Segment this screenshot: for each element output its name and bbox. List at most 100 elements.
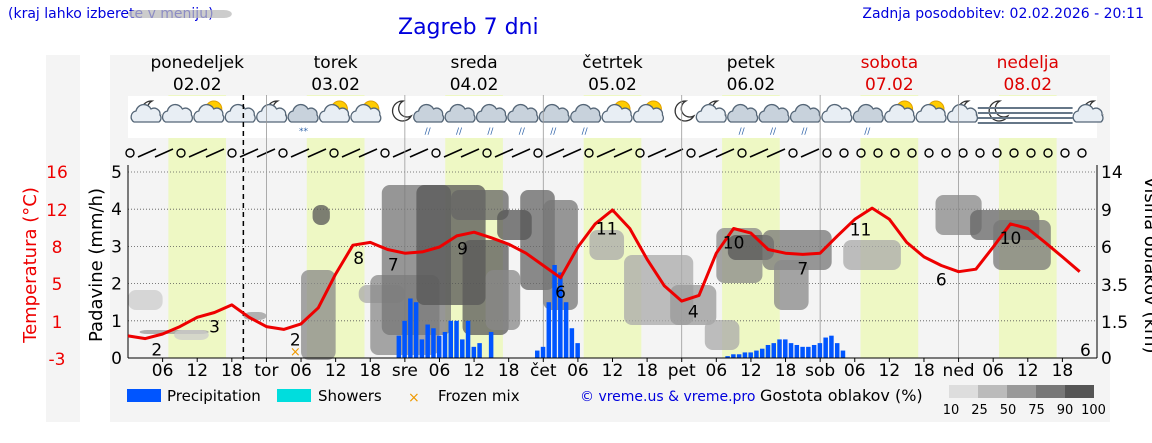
calm-wind-marker (635, 148, 645, 158)
day-date: 02.02 (173, 75, 222, 95)
precip-bar (754, 350, 759, 358)
y-left-tick-label: 1 (111, 312, 122, 332)
cloud-shape (287, 103, 319, 123)
calm-wind-marker (856, 148, 866, 158)
calm-wind-marker (822, 148, 832, 158)
wind-barb (290, 148, 310, 158)
cloud-density-blob (993, 220, 1051, 270)
day-name: sreda (451, 53, 498, 73)
cloud-density-title: Gostota oblakov (%) (760, 386, 923, 405)
cloud-density-level: 10 (943, 403, 960, 418)
cloud-shape (884, 103, 916, 123)
moon-cloud-icon (1072, 100, 1104, 123)
rain-cloud-icon: // (475, 103, 508, 137)
rain-marks: // (425, 127, 432, 137)
rain-marks: // (770, 127, 777, 137)
sun-cloud-icon (884, 100, 916, 123)
calm-wind-marker (227, 148, 237, 158)
rain-cloud-icon: // (538, 103, 570, 137)
cloud-shape (632, 103, 665, 123)
temp-value-label: 8 (353, 249, 364, 269)
precip-bar (725, 356, 730, 358)
day-date: 07.02 (865, 75, 914, 95)
credit-text: © vreme.us & vreme.pro (580, 389, 755, 405)
sun-cloud-icon (318, 100, 351, 123)
calm-wind-marker (737, 148, 747, 158)
precip-bar (823, 337, 828, 358)
cloud-density-swatch (949, 385, 978, 398)
precip-bar (777, 339, 782, 358)
calm-wind-marker (482, 148, 492, 158)
x-tick-label: 18 (359, 361, 381, 381)
precip-bar (731, 354, 736, 358)
calm-wind-marker (992, 148, 1002, 158)
temp-value-label: 6 (936, 271, 947, 291)
rain-cloud-icon: // (727, 103, 759, 137)
fog-icon (1040, 107, 1073, 124)
sun-cloud-icon (193, 100, 225, 123)
x-tick-label: 12 (325, 361, 347, 381)
calm-wind-marker (1026, 148, 1036, 158)
calm-wind-marker (941, 148, 951, 158)
legend-showers-swatch (277, 389, 311, 402)
cloud-density-blob (670, 285, 717, 325)
precip-bar (817, 343, 823, 358)
wind-barb (494, 148, 514, 158)
precip-bar (477, 343, 482, 358)
legend-precip-swatch (127, 389, 161, 402)
x-tick-label: 18 (913, 361, 935, 381)
x-tick-label: 12 (740, 361, 762, 381)
x-tick-label: 06 (567, 361, 589, 381)
rain-marks: // (550, 127, 557, 137)
wind-barb (766, 148, 786, 158)
fog-icon (1009, 107, 1042, 124)
wind-barb (664, 148, 684, 158)
y-left-tick-label: 5 (111, 163, 122, 183)
temp-value-label: 10 (723, 234, 745, 254)
x-tick-label: sob (805, 361, 835, 381)
moon-icon (391, 100, 413, 122)
x-tick-label: 18 (775, 361, 797, 381)
legend-showers-label: Showers (318, 387, 382, 405)
x-tick-label: sre (392, 361, 418, 381)
precip-bar (402, 320, 407, 358)
calm-wind-marker (873, 148, 883, 158)
precip-bar (840, 350, 846, 358)
precip-bar (748, 352, 753, 358)
precip-bar (413, 302, 419, 358)
cloud-density-level: 100 (1081, 403, 1106, 418)
day-date: 08.02 (1003, 75, 1052, 95)
wind-barb (800, 148, 820, 158)
legend-frozen-label: Frozen mix (438, 387, 520, 405)
temp-tick-label: 5 (52, 275, 63, 295)
calm-wind-marker (907, 148, 917, 158)
calm-wind-marker (431, 148, 441, 158)
temp-value-label: 6 (1080, 341, 1091, 361)
temp-value-label: 2 (290, 331, 301, 351)
calm-wind-marker (329, 148, 339, 158)
wind-barb (596, 148, 616, 158)
x-tick-label: 18 (498, 361, 520, 381)
wind-barb (647, 148, 667, 158)
day-name: nedelja (997, 53, 1059, 73)
precip-bar (460, 339, 465, 358)
wind-barb (443, 148, 463, 158)
calm-wind-marker (278, 148, 288, 158)
cloud-shape (413, 103, 445, 123)
temp-value-label: 11 (850, 221, 872, 241)
cloud-shape (538, 103, 570, 123)
cloud-density-level: 50 (1000, 403, 1017, 418)
moon-cloud-icon (695, 100, 727, 123)
precip-bar (765, 344, 771, 358)
legend-frozen-marker: × (408, 390, 420, 406)
temp-tick-label: 1 (52, 313, 63, 333)
legend-precip-label: Precipitation (167, 387, 261, 405)
cloud-density-swatch (1036, 385, 1065, 398)
cloud-icon (821, 103, 853, 123)
y-left-tick-label: 4 (111, 200, 122, 220)
wind-barb (409, 148, 429, 158)
left-margin-panel (46, 55, 80, 422)
rain-marks: // (519, 127, 526, 137)
rain-cloud-icon: // (758, 103, 790, 137)
cloud-shape (444, 103, 476, 123)
